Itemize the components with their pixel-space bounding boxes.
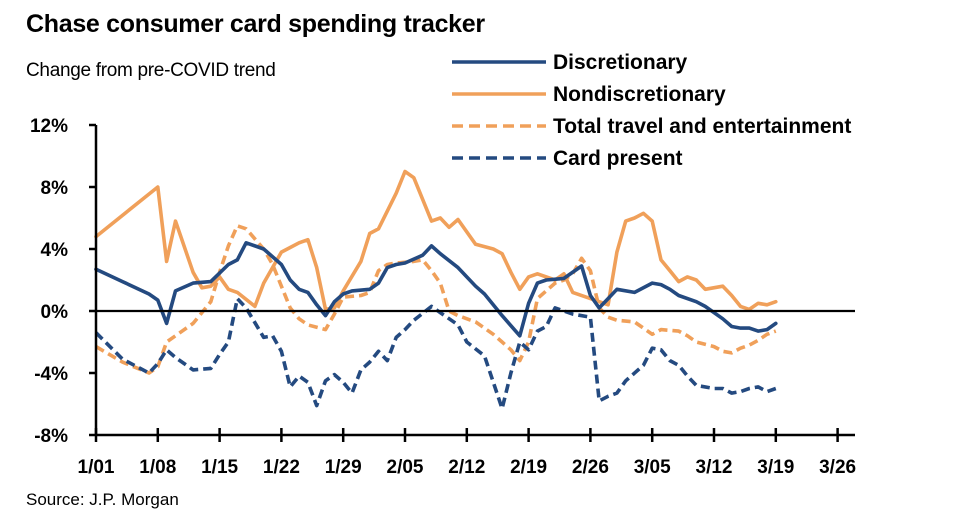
y-tick-label: 12% — [30, 116, 68, 137]
series-layer — [94, 169, 778, 411]
series-line-total-travel-and-entertainment — [95, 224, 777, 375]
chart-title: Chase consumer card spending tracker — [26, 10, 485, 38]
x-tick-label: 2/19 — [510, 457, 547, 478]
y-tick-label: 4% — [41, 240, 69, 261]
x-tick-label: 3/26 — [819, 457, 856, 478]
x-tick-label: 1/22 — [263, 457, 300, 478]
legend: Discretionary Nondiscretionary Total trave… — [452, 51, 851, 170]
y-tick-label: -4% — [34, 364, 68, 385]
y-tick-label: 8% — [41, 178, 69, 199]
y-tick-label: -8% — [34, 426, 68, 447]
x-tick-label: 2/12 — [448, 457, 485, 478]
x-tick-label: 1/29 — [325, 457, 362, 478]
legend-label: Card present — [553, 147, 683, 170]
x-tick-label: 3/12 — [696, 457, 733, 478]
series-line-nondiscretionary — [94, 169, 778, 312]
series-line-discretionary — [94, 241, 778, 338]
x-tick-label: 2/05 — [387, 457, 424, 478]
axes-layer: 12% 8% 4% 0% -4% -8% 1/01 1/08 1/15 1/22 1/29 2/05 2… — [30, 116, 856, 478]
x-tick-label: 1/08 — [139, 457, 176, 478]
legend-label: Nondiscretionary — [553, 83, 726, 106]
legend-label: Discretionary — [553, 51, 688, 74]
chart-source: Source: J.P. Morgan — [26, 490, 179, 509]
x-tick-label: 3/19 — [757, 457, 794, 478]
series-line-card-present — [94, 296, 777, 411]
legend-label: Total travel and entertainment — [553, 115, 851, 138]
x-tick-label: 1/01 — [78, 457, 115, 478]
x-tick-label: 2/26 — [572, 457, 609, 478]
x-tick-label: 1/15 — [201, 457, 238, 478]
x-tick-label: 3/05 — [634, 457, 671, 478]
chart-subtitle: Change from pre-COVID trend — [26, 60, 276, 81]
y-tick-label: 0% — [41, 302, 69, 323]
